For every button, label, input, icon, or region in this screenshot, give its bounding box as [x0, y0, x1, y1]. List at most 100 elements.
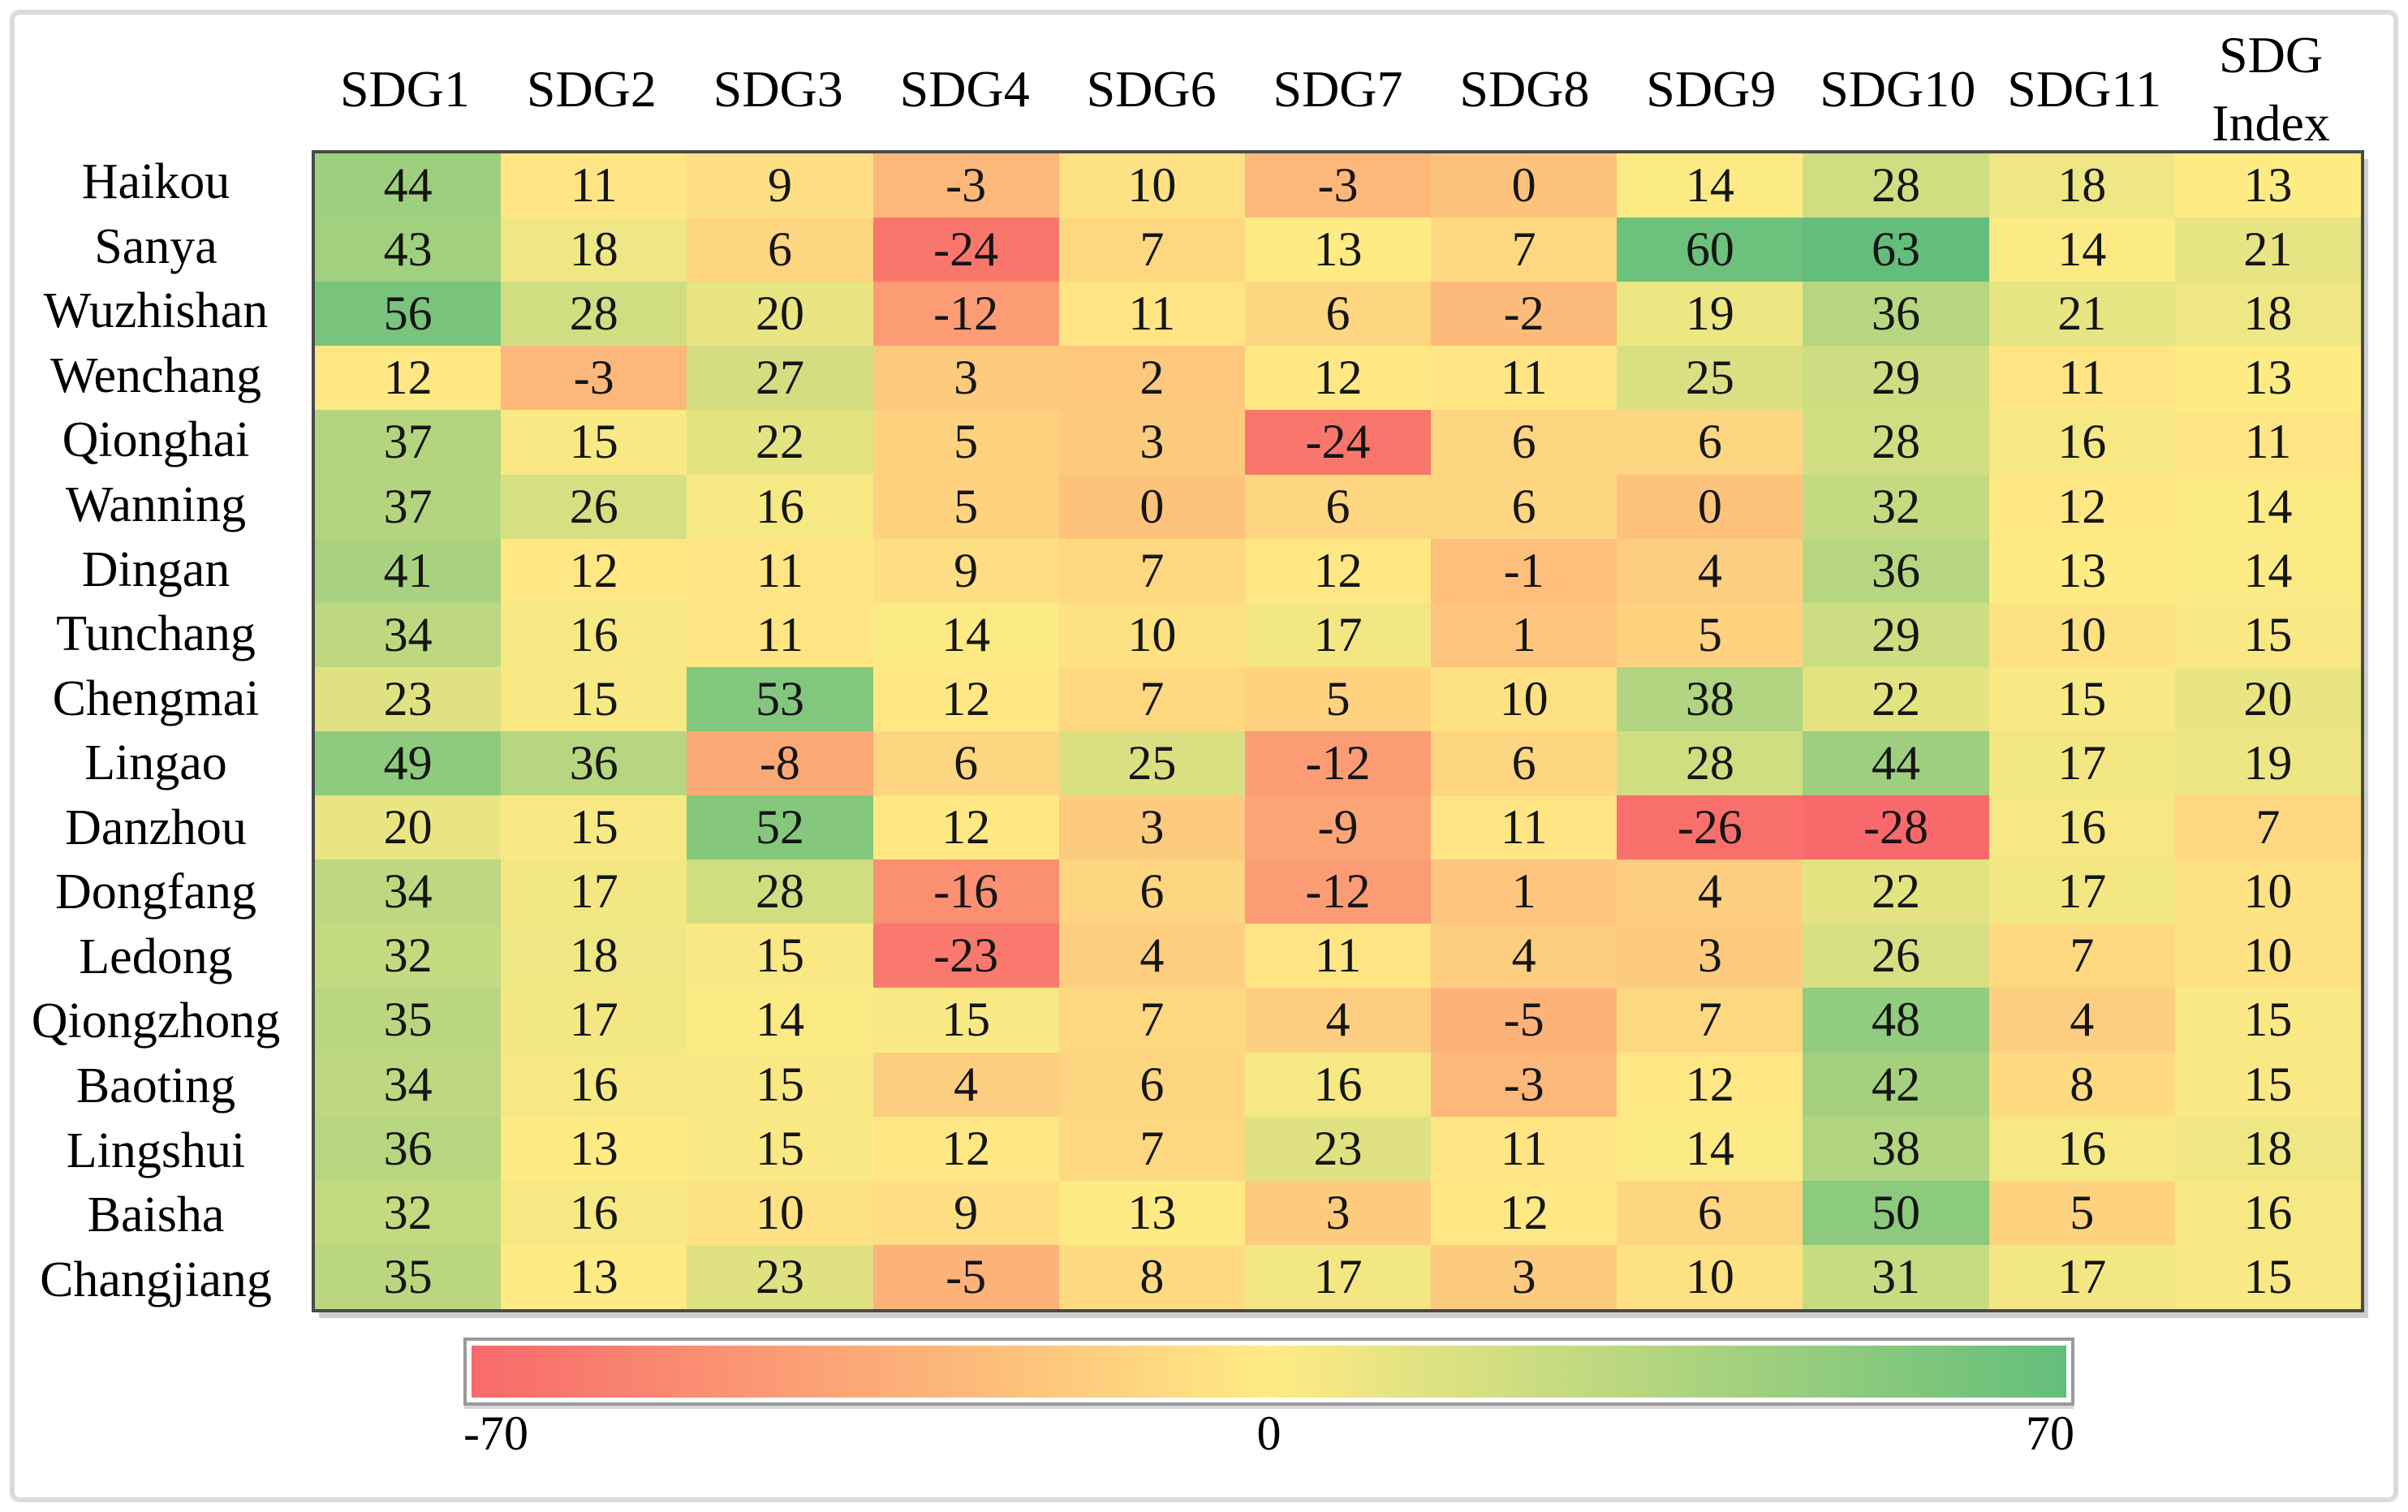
heatmap-cell: 19	[2174, 731, 2361, 796]
heatmap-cell: 3	[1058, 795, 1245, 860]
heatmap-cell: 10	[2174, 859, 2361, 924]
heatmap-cell: 6	[1431, 410, 1618, 475]
row-label: Dongfang	[55, 864, 256, 920]
heatmap-cell: 4	[1617, 859, 1803, 924]
heatmap-cell: 9	[872, 538, 1059, 603]
heatmap-cell: 11	[1431, 346, 1618, 411]
row-label: Qionghai	[62, 412, 250, 468]
heatmap-cell: 41	[315, 538, 502, 603]
heatmap-cell: 12	[872, 666, 1059, 731]
heatmap-cell: 0	[1617, 474, 1803, 539]
heatmap-cell: 31	[1803, 1244, 1989, 1309]
heatmap-cell: 3	[1244, 1180, 1432, 1245]
heatmap-cell: -3	[1431, 1052, 1618, 1117]
heatmap-cell: 34	[315, 1052, 502, 1117]
heatmap-cell: 7	[1058, 218, 1245, 282]
heatmap-cell: 18	[501, 924, 687, 989]
heatmap-cell: 28	[1803, 410, 1989, 475]
row-label: Danzhou	[65, 799, 247, 855]
heatmap-cell: 3	[1431, 1244, 1618, 1309]
heatmap-cell: 29	[1803, 346, 1989, 411]
heatmap-cell: 11	[1431, 1116, 1618, 1181]
column-header: SDG7	[1273, 60, 1403, 118]
heatmap-cell: 7	[1617, 988, 1803, 1053]
heatmap-cell: -26	[1617, 795, 1803, 860]
heatmap-cell: 11	[1244, 924, 1432, 989]
heatmap-cell: 56	[315, 282, 502, 347]
heatmap-cell: 17	[1988, 731, 2175, 796]
heatmap-cell: 38	[1617, 666, 1803, 731]
heatmap-cell: 12	[872, 1116, 1059, 1181]
colorbar-gradient	[472, 1346, 2066, 1398]
heatmap-cell: 0	[1431, 153, 1618, 218]
row-label: Qiongzhong	[31, 993, 281, 1049]
heatmap-cell: 6	[1244, 474, 1432, 539]
heatmap-cell: 6	[1617, 410, 1803, 475]
heatmap-cell: 26	[1803, 924, 1989, 989]
heatmap-cell: 17	[501, 859, 687, 924]
heatmap-cell: 13	[2174, 153, 2361, 218]
heatmap-cell: -28	[1803, 795, 1989, 860]
heatmap-cell: 11	[687, 602, 873, 667]
heatmap-cell: -24	[1244, 410, 1432, 475]
row-label: Lingshui	[66, 1122, 246, 1178]
row-label: Haikou	[81, 154, 230, 210]
heatmap-cell: 22	[1803, 666, 1989, 731]
heatmap-cell: 3	[872, 346, 1059, 411]
heatmap-cell: 16	[501, 1180, 687, 1245]
heatmap-cell: 4	[1988, 988, 2175, 1053]
heatmap-cell: 4	[1244, 988, 1432, 1053]
heatmap-cell: 6	[872, 731, 1059, 796]
heatmap-cell: 42	[1803, 1052, 1989, 1117]
heatmap-cell: 19	[1617, 282, 1803, 347]
heatmap-cell: 3	[1058, 410, 1245, 475]
heatmap-cell: 22	[687, 410, 873, 475]
heatmap-cell: 4	[1058, 924, 1245, 989]
heatmap-cell: 14	[2174, 474, 2361, 539]
heatmap-cell: 12	[1617, 1052, 1803, 1117]
heatmap-cell: 28	[1803, 153, 1989, 218]
heatmap-cell: 14	[2174, 538, 2361, 603]
heatmap-cell: -1	[1431, 538, 1618, 603]
row-label: Baisha	[87, 1187, 225, 1243]
colorbar-min-label: -70	[463, 1406, 528, 1460]
heatmap-cell: 13	[501, 1116, 687, 1181]
heatmap-cell: 0	[1058, 474, 1245, 539]
heatmap-cell: 27	[687, 346, 873, 411]
heatmap-cell: 23	[1244, 1116, 1432, 1181]
heatmap-cell: 9	[872, 1180, 1059, 1245]
heatmap-cell: 5	[872, 474, 1059, 539]
row-label: Wenchang	[50, 347, 262, 403]
heatmap-cell: 7	[1058, 666, 1245, 731]
heatmap-cell: 20	[687, 282, 873, 347]
heatmap-cell: 11	[2174, 410, 2361, 475]
heatmap-cell: 34	[315, 859, 502, 924]
heatmap-cell: 36	[1803, 538, 1989, 603]
heatmap-cell: 15	[501, 410, 687, 475]
heatmap-cell: 36	[1803, 282, 1989, 347]
heatmap-cell: -16	[872, 859, 1059, 924]
heatmap-cell: 12	[1244, 346, 1432, 411]
heatmap-cell: 21	[2174, 218, 2361, 282]
heatmap-cell: 16	[2174, 1180, 2361, 1245]
heatmap-cell: 16	[1988, 1116, 2175, 1181]
heatmap-cell: 4	[1431, 924, 1618, 989]
heatmap-cell: 17	[1988, 859, 2175, 924]
heatmap-cell: -12	[1244, 731, 1432, 796]
heatmap-cell: 15	[687, 1052, 873, 1117]
heatmap-cell: 14	[1617, 153, 1803, 218]
heatmap-grid: 44 11 9 -3 10 -3 0 14 28 18 13 43 18 6 -24 7 13 7 60 63 14 21…	[312, 150, 2364, 1312]
heatmap-cell: 23	[687, 1244, 873, 1309]
heatmap-cell: 6	[1431, 731, 1618, 796]
heatmap-cell: 13	[501, 1244, 687, 1309]
row-label: Dingan	[81, 541, 230, 597]
heatmap-cell: 14	[687, 988, 873, 1053]
heatmap-cell: 6	[1058, 1052, 1245, 1117]
heatmap-cell: 15	[2174, 602, 2361, 667]
heatmap-cell: -9	[1244, 795, 1432, 860]
heatmap-cell: 16	[1988, 795, 2175, 860]
heatmap-cell: 18	[1988, 153, 2175, 218]
heatmap-cell: 35	[315, 988, 502, 1053]
heatmap-cell: 6	[687, 218, 873, 282]
heatmap-cell: 34	[315, 602, 502, 667]
